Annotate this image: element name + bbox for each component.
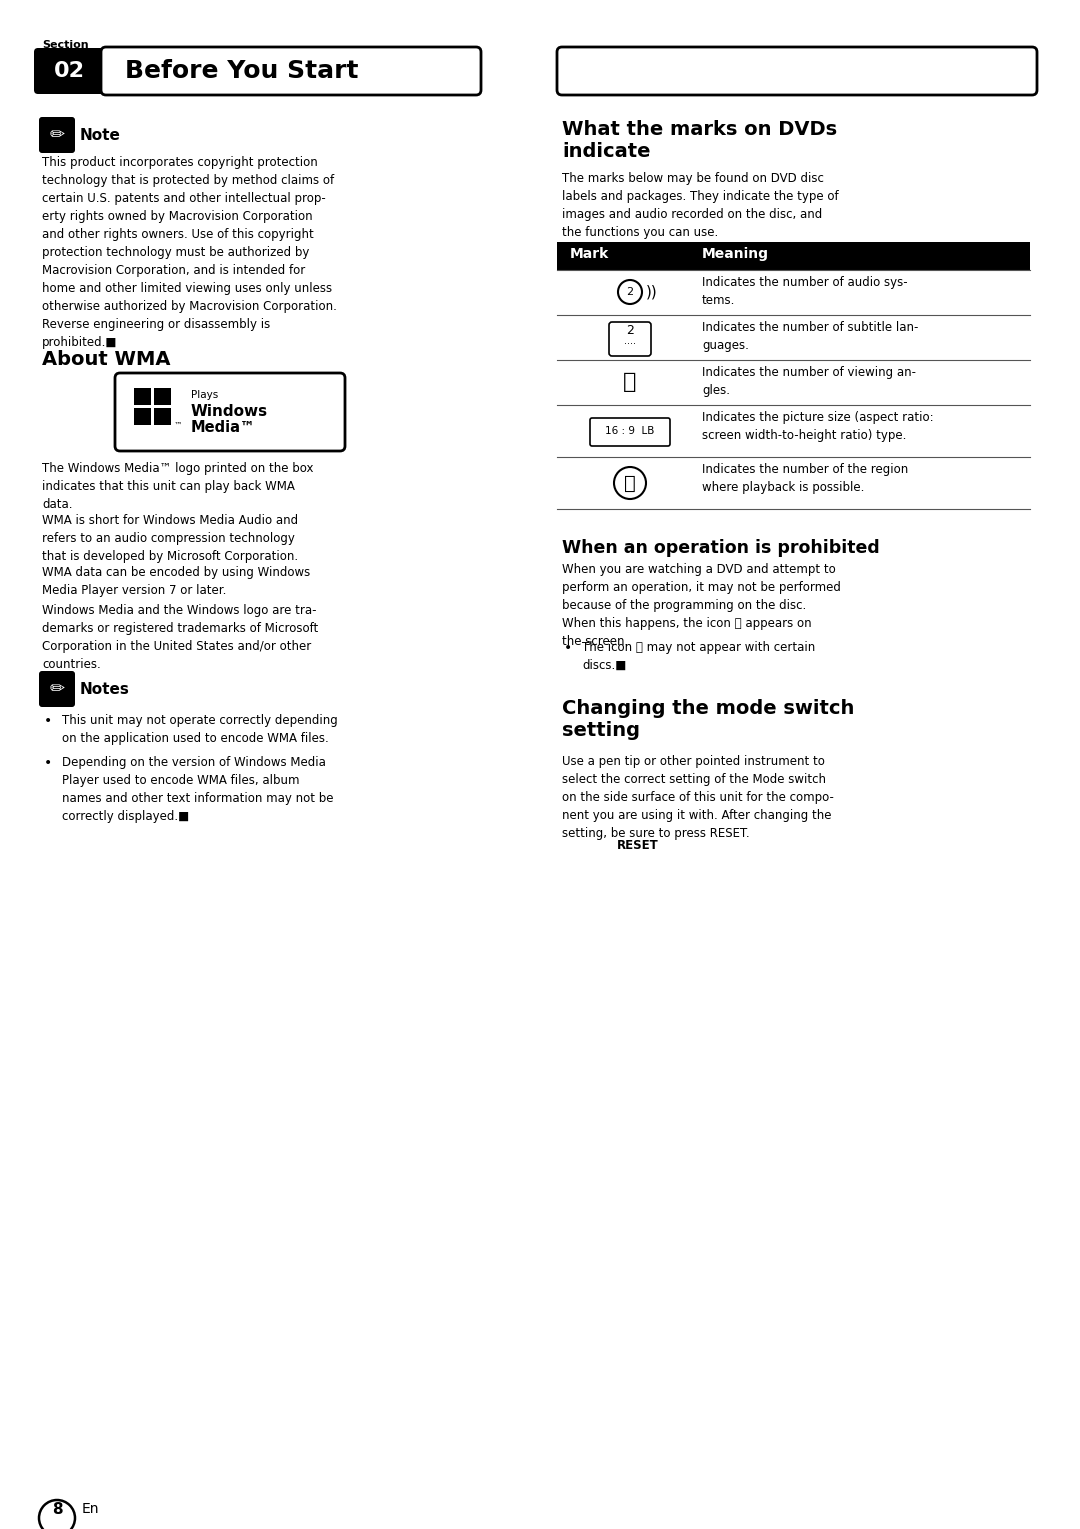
Text: •: • [564, 641, 572, 654]
Text: Plays: Plays [191, 390, 218, 401]
Text: Indicates the number of audio sys-
tems.: Indicates the number of audio sys- tems. [702, 277, 907, 307]
Text: Notes: Notes [80, 682, 130, 697]
Text: 🎥: 🎥 [623, 372, 637, 391]
FancyBboxPatch shape [114, 373, 345, 451]
Circle shape [39, 1500, 75, 1529]
Text: •: • [44, 714, 52, 728]
Text: ✏: ✏ [50, 125, 65, 144]
Text: ™: ™ [174, 420, 183, 430]
Text: Meaning: Meaning [702, 248, 769, 261]
FancyBboxPatch shape [33, 47, 104, 93]
FancyBboxPatch shape [609, 323, 651, 356]
Text: Changing the mode switch
setting: Changing the mode switch setting [562, 699, 854, 740]
Bar [134, 408, 151, 425]
Text: Use a pen tip or other pointed instrument to
select the correct setting of the M: Use a pen tip or other pointed instrumen… [562, 755, 834, 839]
Text: What the marks on DVDs
indicate: What the marks on DVDs indicate [562, 119, 837, 161]
Text: Depending on the version of Windows Media
Player used to encode WMA files, album: Depending on the version of Windows Medi… [62, 755, 334, 823]
Text: )): )) [646, 284, 658, 300]
Text: About WMA: About WMA [42, 350, 171, 368]
Text: Section: Section [42, 40, 89, 50]
Text: Indicates the number of subtitle lan-
guages.: Indicates the number of subtitle lan- gu… [702, 321, 918, 352]
Bar [134, 388, 151, 405]
Text: When an operation is prohibited: When an operation is prohibited [562, 540, 880, 557]
Text: WMA is short for Windows Media Audio and
refers to an audio compression technolo: WMA is short for Windows Media Audio and… [42, 514, 298, 563]
FancyBboxPatch shape [590, 417, 670, 446]
Text: The marks below may be found on DVD disc
labels and packages. They indicate the : The marks below may be found on DVD disc… [562, 171, 839, 239]
Text: ····: ···· [624, 339, 636, 349]
Text: 2: 2 [626, 324, 634, 338]
Bar [557, 242, 1030, 271]
Text: Windows Media and the Windows logo are tra-
demarks or registered trademarks of : Windows Media and the Windows logo are t… [42, 604, 319, 671]
Text: Media™: Media™ [191, 420, 256, 434]
Text: Mark: Mark [570, 248, 609, 261]
Text: Indicates the picture size (aspect ratio:
screen width-to-height ratio) type.: Indicates the picture size (aspect ratio… [702, 411, 933, 442]
Text: 16 : 9  LB: 16 : 9 LB [605, 427, 654, 436]
Text: 8: 8 [52, 1501, 63, 1517]
FancyBboxPatch shape [557, 47, 1037, 95]
Text: Note: Note [80, 127, 121, 142]
Text: Indicates the number of viewing an-
gles.: Indicates the number of viewing an- gles… [702, 365, 916, 398]
Text: Windows: Windows [191, 404, 268, 419]
Text: 2: 2 [626, 287, 634, 297]
Text: En: En [82, 1501, 99, 1515]
Text: When you are watching a DVD and attempt to
perform an operation, it may not be p: When you are watching a DVD and attempt … [562, 563, 841, 648]
Text: The icon ⓢ may not appear with certain
discs.■: The icon ⓢ may not appear with certain d… [582, 641, 815, 673]
Text: ✏: ✏ [50, 680, 65, 699]
Text: This product incorporates copyright protection
technology that is protected by m: This product incorporates copyright prot… [42, 156, 337, 349]
Text: WMA data can be encoded by using Windows
Media Player version 7 or later.: WMA data can be encoded by using Windows… [42, 566, 310, 596]
Bar [154, 388, 171, 405]
FancyBboxPatch shape [39, 671, 75, 706]
Text: The Windows Media™ logo printed on the box
indicates that this unit can play bac: The Windows Media™ logo printed on the b… [42, 462, 313, 511]
Text: 02: 02 [54, 61, 84, 81]
Text: Indicates the number of the region
where playback is possible.: Indicates the number of the region where… [702, 463, 908, 494]
Text: 🌍: 🌍 [624, 474, 636, 492]
Text: This unit may not operate correctly depending
on the application used to encode : This unit may not operate correctly depe… [62, 714, 338, 745]
FancyBboxPatch shape [39, 118, 75, 153]
Text: •: • [44, 755, 52, 771]
Text: Before You Start: Before You Start [125, 60, 359, 83]
FancyBboxPatch shape [102, 47, 481, 95]
Bar [154, 408, 171, 425]
Text: RESET: RESET [618, 839, 659, 852]
